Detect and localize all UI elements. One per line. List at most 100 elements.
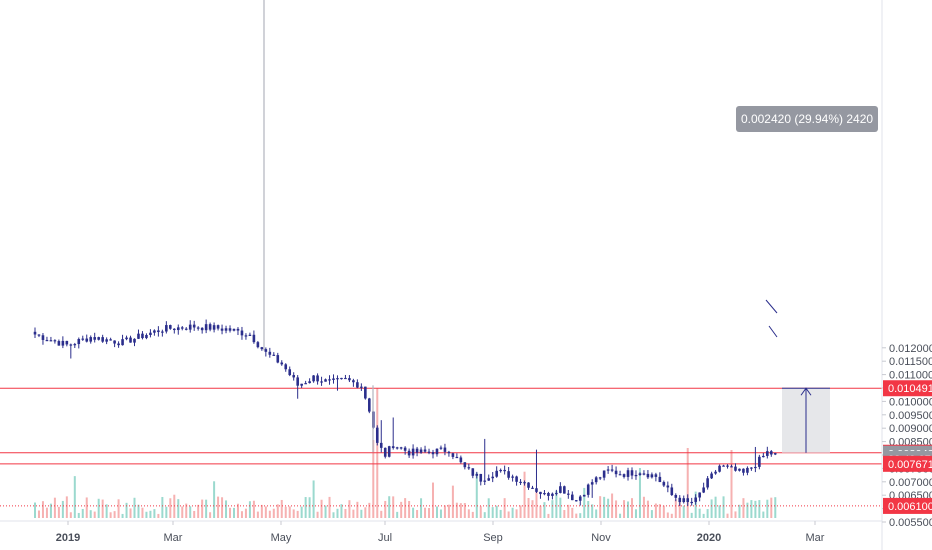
candle-body: [292, 375, 295, 378]
candle-body: [594, 477, 598, 483]
candle-body: [630, 470, 634, 476]
candle-body: [451, 453, 455, 457]
volume-bar: [153, 509, 156, 518]
candle-body: [666, 485, 670, 488]
measure-tool[interactable]: 0.002420 (29.94%) 2420: [736, 106, 878, 453]
candle-body: [340, 377, 343, 380]
candle-body: [527, 482, 530, 488]
volume-bar: [710, 499, 713, 518]
candle-body: [407, 450, 411, 456]
volume-bar: [328, 496, 331, 518]
candle-body: [662, 482, 666, 486]
candle-body: [232, 328, 236, 331]
volume-bar: [678, 499, 681, 518]
candle-body: [352, 380, 355, 383]
candle-body: [49, 340, 53, 342]
candle-body: [173, 328, 176, 331]
candle-body: [77, 338, 81, 345]
candle-body: [431, 452, 435, 455]
volume-bar: [654, 503, 657, 518]
candle-body: [336, 378, 339, 380]
candle-body: [734, 466, 737, 471]
volume-bar: [85, 497, 88, 518]
volume-bar: [638, 468, 641, 518]
volume-bar: [662, 505, 665, 518]
candle-body: [650, 474, 654, 478]
candle-body: [133, 338, 136, 343]
candle-body: [69, 344, 73, 346]
volume-bar: [149, 510, 152, 518]
volume-bar: [340, 504, 343, 518]
volume-bar: [344, 508, 347, 518]
candle-body: [216, 325, 220, 329]
candle-body: [356, 382, 359, 388]
candle-body: [578, 496, 582, 501]
price-badge-label: 0.007671: [888, 459, 932, 471]
candle-body: [718, 465, 721, 472]
candle-body: [256, 342, 260, 348]
volume-bar: [396, 511, 399, 518]
volume-bar: [392, 496, 395, 518]
price-badge-label: 0.010491: [888, 383, 932, 395]
volume-bar: [742, 498, 745, 518]
volume-bar: [61, 500, 64, 518]
time-axis[interactable]: 2019 Mar May Jul Sep Nov 2020 Mar: [0, 520, 882, 544]
volume-bar: [595, 509, 598, 518]
volume-bar: [746, 502, 749, 518]
candle-body: [642, 473, 646, 475]
candle-body: [463, 462, 467, 468]
price-tick-label: 0.011000: [889, 370, 932, 382]
volume-bar: [101, 499, 104, 518]
volume-bar: [531, 500, 534, 518]
volume-bar: [137, 504, 140, 518]
volume-bar: [280, 499, 283, 518]
volume-bar: [201, 499, 204, 518]
volume-bar: [734, 511, 737, 518]
volume-bar: [145, 511, 148, 518]
price-badge: [883, 497, 932, 514]
volume-bar: [233, 507, 235, 518]
price-badge-label: 0.006100: [888, 501, 932, 513]
volume-bar: [133, 497, 136, 518]
volume-bar: [435, 506, 438, 518]
time-tick-label: Mar: [164, 532, 183, 544]
candle-body: [551, 493, 554, 496]
candle-body: [344, 377, 347, 380]
candle-body: [618, 474, 622, 476]
volume-bar: [304, 497, 307, 518]
volume-bar: [487, 498, 490, 518]
volume-bar: [579, 513, 582, 518]
candle-body: [208, 324, 212, 330]
volume-bar: [674, 499, 677, 518]
volume-bar: [157, 513, 160, 518]
candle-body: [161, 331, 164, 333]
volume-bar: [607, 498, 610, 518]
price-tick-label: 0.009000: [889, 423, 932, 435]
candle-body: [316, 375, 319, 382]
volume-bar: [774, 497, 777, 518]
volume-bar: [288, 506, 291, 518]
candle-body: [240, 330, 244, 336]
candle-body: [646, 473, 650, 478]
volume-bar: [455, 502, 458, 518]
volume-bar: [658, 504, 661, 518]
candle-body: [742, 468, 745, 473]
candle-body: [252, 334, 256, 343]
volume-bar: [416, 509, 419, 518]
candle-body: [419, 449, 423, 453]
candle-body: [515, 476, 518, 482]
candle-body: [586, 484, 590, 495]
candle-body: [598, 477, 602, 479]
candle-body: [165, 325, 168, 332]
volume-bar: [229, 507, 232, 518]
candle-body: [375, 427, 379, 443]
candle-body: [447, 451, 451, 454]
candle-body: [606, 469, 610, 471]
candle-body: [300, 383, 303, 386]
volume-bar: [360, 509, 363, 518]
candle-body: [706, 478, 709, 488]
volume-bar: [356, 501, 359, 518]
volume-bar: [551, 500, 554, 518]
volume-bar: [535, 489, 538, 518]
